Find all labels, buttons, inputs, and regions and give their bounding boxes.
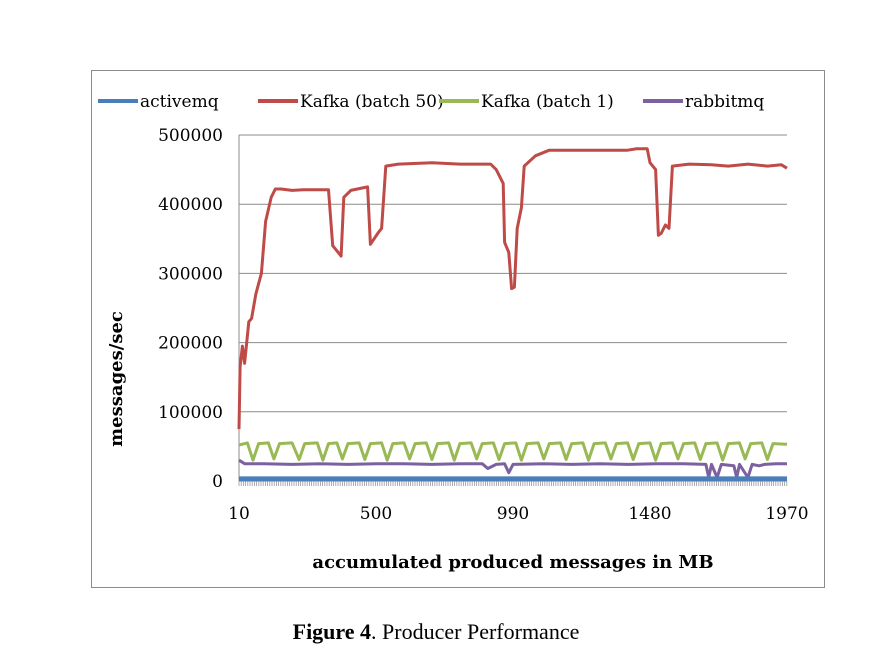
y-tick-label: 500000 bbox=[158, 126, 223, 146]
x-tick-label: 500 bbox=[360, 504, 392, 524]
figure-caption-text: . Producer Performance bbox=[371, 619, 580, 644]
y-tick-label: 100000 bbox=[158, 403, 223, 423]
x-tick-label: 1970 bbox=[765, 504, 808, 524]
y-tick-label: 300000 bbox=[158, 264, 223, 284]
x-axis bbox=[238, 480, 788, 486]
gridlines bbox=[238, 134, 787, 481]
legend-label: Kafka (batch 1) bbox=[481, 92, 614, 112]
x-tick-label: 1480 bbox=[628, 504, 671, 524]
line-chart: activemq Kafka (batch 50) Kafka (batch 1) r… bbox=[98, 92, 809, 573]
legend-label: Kafka (batch 50) bbox=[300, 92, 444, 112]
y-axis-title: messages/sec bbox=[106, 311, 127, 447]
legend: activemq Kafka (batch 50) Kafka (batch 1) r… bbox=[98, 92, 764, 112]
figure-label: Figure 4 bbox=[292, 619, 372, 644]
y-axis-ticks: 0 100000 200000 300000 400000 500000 bbox=[158, 126, 223, 492]
x-axis-title: accumulated produced messages in MB bbox=[312, 552, 713, 573]
y-tick-label: 200000 bbox=[158, 334, 223, 354]
series-lines bbox=[237, 147, 788, 482]
x-axis-ticks: 10 500 990 1480 1970 bbox=[228, 504, 808, 524]
x-axis-tick-marks bbox=[238, 481, 788, 486]
figure-caption: Figure 4. Producer Performance bbox=[0, 619, 872, 645]
legend-label: activemq bbox=[140, 92, 219, 112]
chart-frame: activemq Kafka (batch 50) Kafka (batch 1) r… bbox=[91, 70, 825, 588]
series-line-kafka-batch-1 bbox=[238, 441, 788, 462]
legend-label: rabbitmq bbox=[685, 92, 764, 112]
series-line-rabbitmq bbox=[238, 458, 787, 479]
series-line-kafka-batch-50 bbox=[237, 147, 788, 430]
y-tick-label: 400000 bbox=[158, 195, 223, 215]
x-tick-label: 10 bbox=[228, 504, 250, 524]
x-tick-label: 990 bbox=[497, 504, 529, 524]
y-tick-label: 0 bbox=[212, 472, 223, 492]
